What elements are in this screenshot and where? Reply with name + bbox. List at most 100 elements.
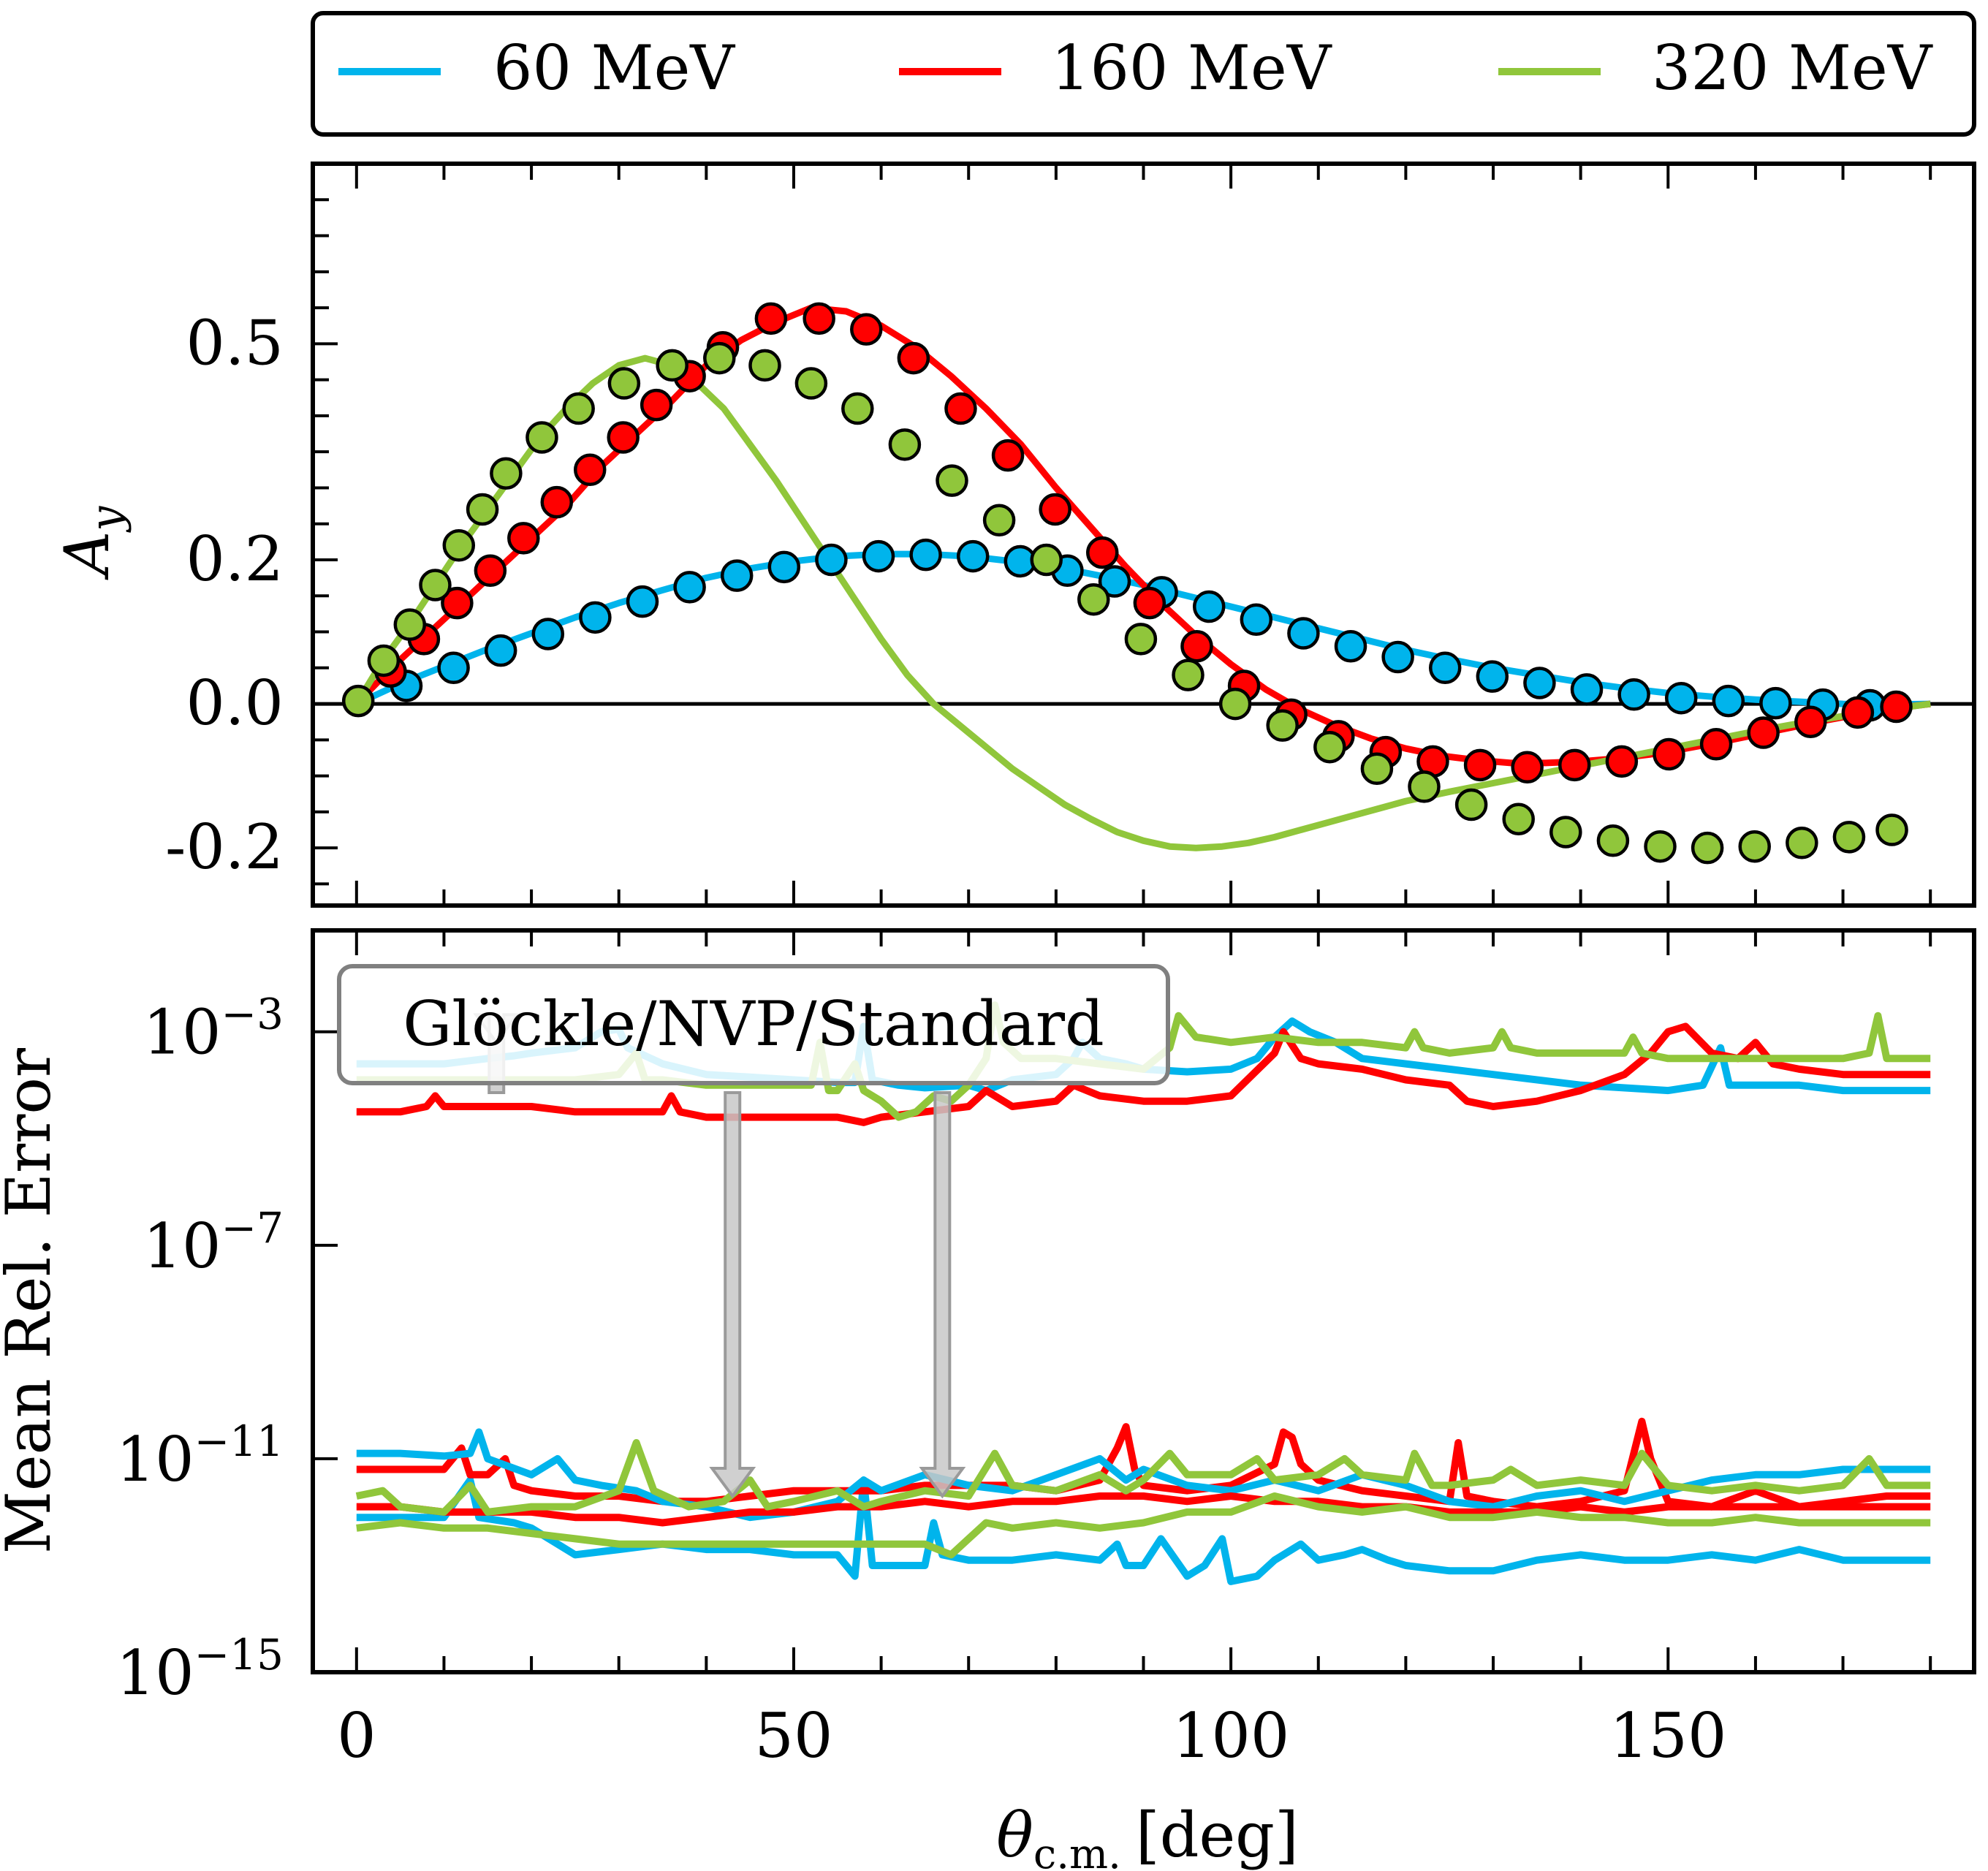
xtick-label-0: 0 (337, 1700, 376, 1772)
marker-320-mev (1832, 821, 1866, 854)
marker-60-mev (720, 559, 754, 592)
error-mid-160-mev (356, 1492, 1931, 1527)
annotation-arrow-2 (919, 1091, 966, 1499)
error-mid-320-mev (355, 1439, 1931, 1516)
bottom-ytick-label-2: 10−11 (116, 1416, 284, 1495)
marker-320-mev (841, 392, 874, 425)
marker-320-mev (982, 504, 1016, 537)
marker-60-mev (862, 539, 895, 573)
marker-60-mev (1570, 673, 1604, 706)
marker-160-mev (754, 302, 788, 335)
marker-160-mev (1699, 728, 1733, 761)
marker-160-mev (850, 313, 883, 346)
bottom-ytick-labels: 10−3 10−7 10−11 10−15 (116, 990, 284, 1709)
marker-320-mev (1875, 813, 1908, 846)
bottom-ytick-label-3: 10−15 (116, 1630, 284, 1709)
marker-320-mev (656, 349, 688, 382)
marker-60-mev (767, 550, 801, 584)
marker-160-mev (803, 302, 835, 335)
bottom-ylabel: Mean Rel. Error (0, 1047, 64, 1554)
marker-160-mev (1180, 629, 1213, 663)
bottom-axis-ticks (313, 930, 1932, 1674)
top-ytick-label-0: 0.5 (186, 307, 284, 379)
xlabel-sub: c.m. (1033, 1831, 1121, 1871)
marker-160-mev (944, 392, 977, 425)
marker-60-mev (1759, 686, 1792, 720)
marker-60-mev (1428, 651, 1462, 685)
marker-160-mev (1841, 696, 1875, 729)
marker-320-mev (1313, 730, 1346, 764)
marker-60-mev (579, 601, 612, 634)
marker-320-mev (466, 493, 499, 526)
bottom-ytick-label-0: 10−3 (143, 990, 284, 1069)
marker-320-mev (1454, 788, 1488, 821)
top-panel: 0.5 0.2 0.0 -0.2 Ay (51, 162, 1976, 908)
marker-60-mev (673, 571, 706, 604)
marker-320-mev (1502, 802, 1535, 835)
marker-60-mev (1617, 678, 1650, 711)
marker-60-mev (909, 538, 942, 572)
marker-160-mev (1794, 705, 1827, 738)
marker-60-mev (531, 618, 565, 650)
marker-320-mev (794, 367, 828, 400)
marker-160-mev (474, 554, 507, 588)
error-lower-320-mev (356, 1492, 1931, 1559)
legend-label-60: 60 MeV (493, 32, 735, 104)
marker-60-mev (1476, 660, 1509, 693)
xtick-label-50: 50 (755, 1700, 833, 1772)
marker-160-mev (1880, 690, 1913, 724)
marker-320-mev (1172, 659, 1204, 691)
bottom-ylabel-text: Mean Rel. Error (0, 1047, 64, 1554)
marker-160-mev (540, 485, 574, 519)
marker-320-mev (1124, 623, 1158, 656)
marker-160-mev (507, 522, 540, 555)
marker-60-mev (437, 651, 470, 685)
marker-320-mev (1691, 831, 1724, 865)
marker-160-mev (573, 453, 607, 487)
top-ylabel-sub: y (81, 506, 132, 534)
marker-320-mev (1549, 816, 1582, 849)
curve-320-mev (353, 354, 1931, 851)
marker-320-mev (1408, 770, 1441, 803)
marker-60-mev (626, 585, 659, 618)
marker-160-mev (1747, 716, 1780, 749)
xlabel-theta: θ (996, 1799, 1033, 1871)
marker-320-mev (442, 529, 476, 562)
top-ylabel-main: A (51, 531, 123, 581)
marker-160-mev (1511, 751, 1544, 784)
marker-320-mev (1218, 687, 1252, 721)
marker-60-mev (484, 634, 517, 667)
marker-60-mev (1098, 565, 1131, 598)
bottom-panel: Glöckle/NVP/Standard 10−3 10−7 10−11 10−… (0, 928, 1976, 1871)
error-lower-60-mev (356, 1476, 1931, 1585)
top-ytick-label-3: -0.2 (165, 811, 284, 883)
marker-60-mev (1192, 590, 1226, 623)
legend-frame (311, 11, 1976, 137)
xlabel: θc.m. [deg] (996, 1799, 1298, 1871)
marker-320-mev (1644, 830, 1677, 863)
marker-320-mev (1266, 709, 1299, 742)
annotation-text: Glöckle/NVP/Standard (403, 988, 1104, 1060)
marker-160-mev (607, 421, 640, 454)
marker-320-mev (526, 421, 558, 454)
marker-60-mev (1240, 603, 1273, 637)
marker-320-mev (1596, 824, 1630, 857)
annotation-frame (337, 964, 1170, 1085)
error-mid-60-mev (356, 1428, 1931, 1522)
bottom-ytick-label-1: 10−7 (143, 1203, 284, 1282)
marker-320-mev (341, 684, 375, 718)
xtick-label-100: 100 (1172, 1700, 1289, 1772)
marker-320-mev (1738, 830, 1771, 863)
marker-60-mev (1712, 684, 1745, 718)
marker-160-mev (897, 341, 930, 375)
marker-160-mev (1039, 493, 1071, 526)
marker-320-mev (936, 464, 968, 497)
error-lower-160-mev (356, 1417, 1931, 1511)
marker-320-mev (490, 457, 523, 490)
marker-160-mev (640, 388, 673, 422)
marker-160-mev (1558, 748, 1591, 782)
xtick-label-150: 150 (1609, 1700, 1726, 1772)
marker-320-mev (1786, 827, 1818, 859)
marker-60-mev (1523, 667, 1556, 699)
